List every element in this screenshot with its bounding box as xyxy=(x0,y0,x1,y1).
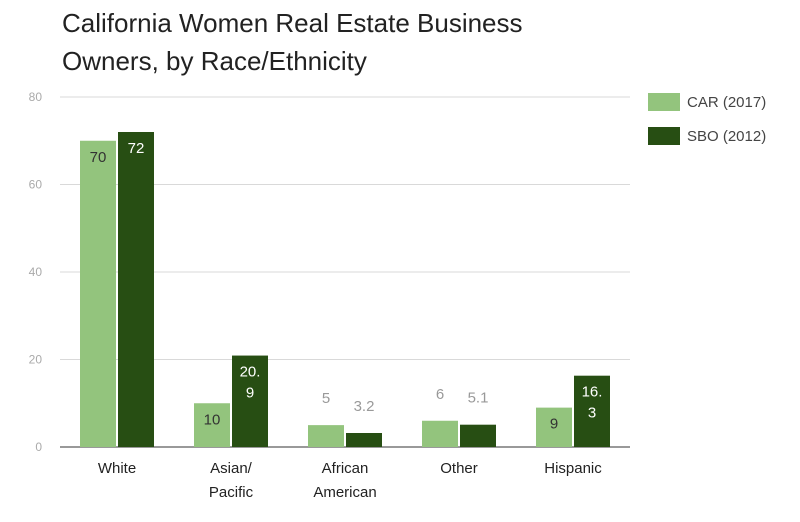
data-label: 5.1 xyxy=(468,390,489,407)
bar xyxy=(460,424,496,447)
data-label: 72 xyxy=(128,140,145,157)
x-category-label: African American xyxy=(313,460,376,501)
legend-item-sbo-2012: SBO (2012) xyxy=(648,126,766,146)
y-tick-label: 80 xyxy=(29,90,43,104)
bar xyxy=(574,375,610,447)
bar xyxy=(80,140,116,447)
x-category-label: Hispanic xyxy=(544,460,602,477)
y-tick-label: 0 xyxy=(35,440,42,454)
data-label: 9 xyxy=(550,416,558,433)
x-category-label: Asian/Pacific xyxy=(209,460,254,501)
y-tick-label: 40 xyxy=(29,265,43,279)
legend: CAR (2017) SBO (2012) xyxy=(648,92,766,160)
legend-item-car-2017: CAR (2017) xyxy=(648,92,766,112)
bar xyxy=(194,403,230,447)
legend-label-sbo-2012: SBO (2012) xyxy=(687,127,767,145)
legend-swatch-sbo-2012 xyxy=(648,127,680,145)
x-category-label: Other xyxy=(440,460,478,477)
legend-label-car-2017: CAR (2017) xyxy=(687,93,767,111)
bar xyxy=(536,407,572,447)
y-tick-label: 60 xyxy=(29,178,43,192)
bar xyxy=(118,132,154,447)
bar xyxy=(422,420,458,447)
data-label: 5 xyxy=(322,390,330,407)
bar xyxy=(346,433,382,447)
data-label: 20. 9 xyxy=(240,364,261,402)
bar xyxy=(308,425,344,447)
data-label: 6 xyxy=(436,386,444,403)
y-tick-label: 20 xyxy=(29,353,43,367)
chart-title: California Women Real Estate Business Ow… xyxy=(62,8,523,76)
data-label: 10 xyxy=(204,411,221,428)
data-label: 3.2 xyxy=(354,398,375,415)
legend-swatch-car-2017 xyxy=(648,93,680,111)
bar xyxy=(232,355,268,447)
data-label: 70 xyxy=(90,149,107,166)
x-category-label: White xyxy=(98,460,136,477)
data-label: 16. 3 xyxy=(582,384,603,422)
